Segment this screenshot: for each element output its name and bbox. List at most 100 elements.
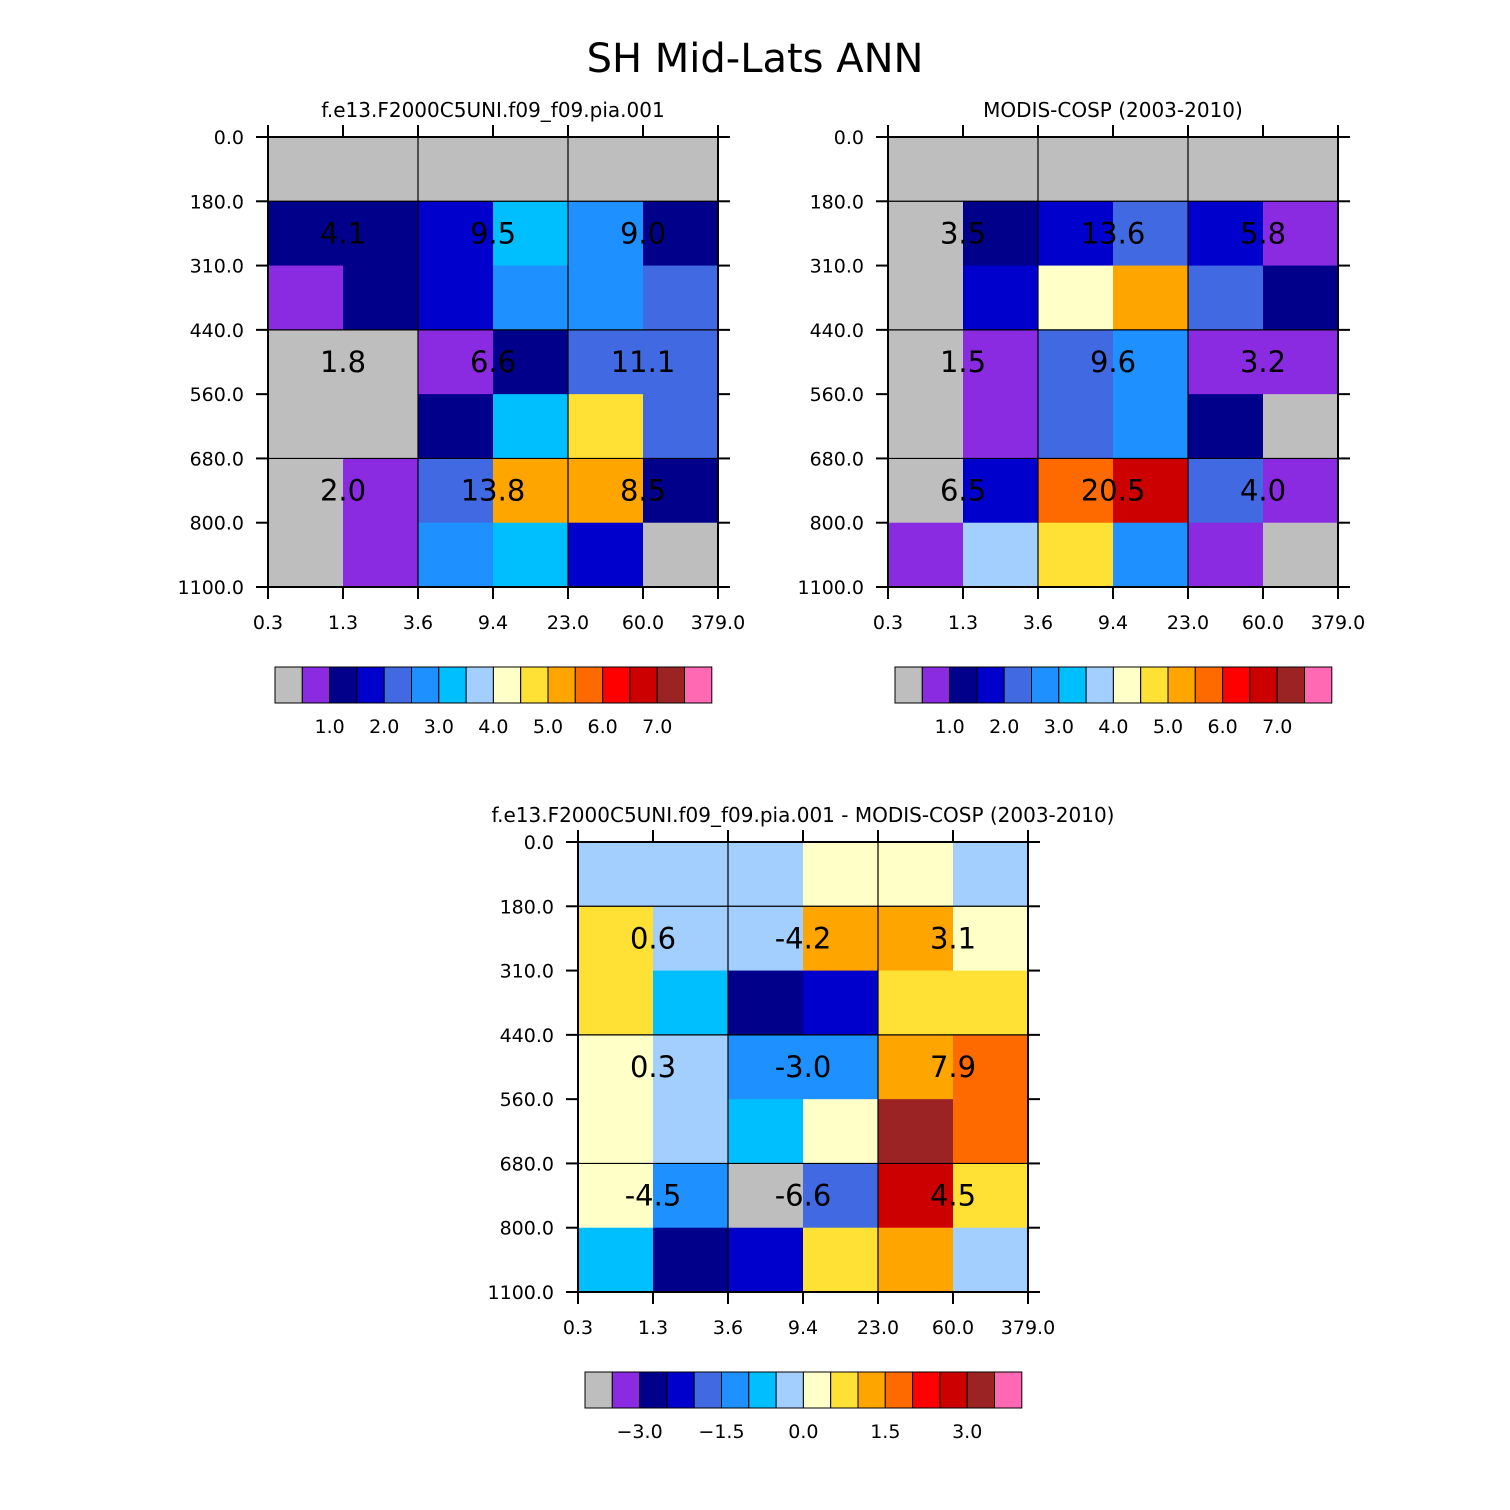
y-tick-label: 560.0 — [190, 384, 244, 406]
y-tick-label: 680.0 — [190, 448, 244, 470]
colorbar-box — [802, 1371, 832, 1409]
cell-value-label: -6.6 — [775, 1179, 832, 1213]
colorbar-label: 2.0 — [369, 716, 399, 738]
heatmap-cell — [653, 970, 729, 1036]
heatmap-cell — [953, 970, 1029, 1036]
colorbar-box — [721, 1371, 750, 1409]
heatmap-cell — [963, 201, 1039, 267]
heatmap-cell — [343, 137, 419, 202]
colorbar-label: 1.0 — [314, 716, 344, 738]
heatmap-cell — [1113, 137, 1189, 202]
heatmap-cell — [493, 394, 569, 459]
colorbar-box — [1276, 666, 1305, 704]
heatmap-cell — [728, 906, 804, 972]
colorbar-label: 3.0 — [952, 1421, 982, 1443]
y-tick-label: 800.0 — [810, 513, 864, 535]
heatmap-cell — [963, 329, 1039, 395]
heatmap-cell — [1263, 522, 1339, 588]
heatmap-cell — [728, 1227, 804, 1293]
y-tick-label: 800.0 — [190, 513, 244, 535]
heatmap-cell — [418, 394, 494, 459]
heatmap-cell — [1263, 394, 1339, 459]
heatmap-cell — [643, 522, 719, 588]
heatmap-cell — [1038, 137, 1114, 202]
heatmap-cell — [1113, 394, 1189, 459]
heatmap-cell — [653, 1163, 729, 1229]
observation-panel: MODIS-COSP (2003-2010) 3.5 13.6 5.8 1.5 9.6 3.… — [798, 98, 1366, 738]
heatmap-cell — [1038, 265, 1114, 331]
colorbar-box — [939, 1371, 968, 1409]
heatmap-cell — [643, 458, 719, 524]
colorbar-box — [830, 1371, 859, 1409]
y-tick-label: 680.0 — [810, 448, 864, 470]
colorbar-box — [949, 666, 978, 704]
colorbar-box — [301, 666, 331, 704]
x-tick-label: 0.3 — [563, 1317, 593, 1339]
heatmap-cell — [568, 137, 644, 202]
cell-value-label: 7.9 — [930, 1050, 976, 1084]
cell-value-label: 3.2 — [1240, 345, 1286, 379]
heatmap-cell — [803, 1227, 879, 1293]
colorbar-box — [684, 666, 713, 704]
heatmap-cell — [578, 1163, 654, 1229]
colorbar-box — [1085, 666, 1114, 704]
heatmap-cell — [578, 1099, 654, 1164]
x-tick-label: 1.3 — [638, 1317, 668, 1339]
x-tick-label: 1.3 — [948, 612, 978, 634]
cell-value-label: 0.6 — [630, 921, 676, 955]
colorbar-label: 6.0 — [1207, 716, 1237, 738]
colorbar-box — [775, 1371, 804, 1409]
cell-value-label: 4.0 — [1240, 474, 1286, 508]
heatmap-cell — [568, 522, 644, 588]
x-tick-label: 60.0 — [1242, 612, 1284, 634]
heatmap-cell — [803, 1099, 879, 1164]
heatmap-cell — [578, 842, 654, 907]
colorbar-box — [611, 1371, 641, 1409]
heatmap-cell — [888, 265, 964, 331]
heatmap-cell — [578, 906, 654, 972]
heatmap-cell — [803, 842, 879, 907]
heatmap-cell — [878, 1227, 954, 1293]
heatmap-cell — [888, 137, 964, 202]
heatmap-cell — [493, 522, 569, 588]
heatmap-cell — [878, 1034, 954, 1100]
heatmap-cell — [268, 201, 344, 267]
heatmap-cell — [643, 265, 719, 331]
heatmap-cell — [343, 394, 419, 459]
colorbar-label: 6.0 — [587, 716, 617, 738]
cell-value-label: -4.5 — [625, 1179, 682, 1213]
colorbar-box — [584, 1371, 613, 1409]
heatmap-cell — [953, 1163, 1029, 1229]
x-tick-label: 3.6 — [713, 1317, 743, 1339]
cell-value-label: 20.5 — [1081, 474, 1146, 508]
y-tick-label: 0.0 — [834, 127, 864, 149]
cell-value-label: 9.6 — [1090, 345, 1136, 379]
cell-value-label: 13.6 — [1081, 216, 1146, 250]
colorbar-label: 1.0 — [934, 716, 964, 738]
heatmap-cell — [643, 394, 719, 459]
cell-value-label: 9.0 — [620, 216, 666, 250]
colorbar-label: 4.0 — [1098, 716, 1128, 738]
heatmap-cell — [1038, 458, 1114, 524]
x-tick-label: 23.0 — [547, 612, 589, 634]
heatmap-cell — [653, 1034, 729, 1100]
cell-value-label: 6.5 — [940, 474, 986, 508]
colorbar-box — [1031, 666, 1060, 704]
colorbar-box — [1194, 666, 1224, 704]
heatmap-cell — [953, 1099, 1029, 1164]
heatmap-cell — [1263, 201, 1339, 267]
y-tick-label: 180.0 — [190, 191, 244, 213]
heatmap-cell — [1263, 458, 1339, 524]
heatmap-cell — [568, 265, 644, 331]
heatmap-cell — [493, 201, 569, 267]
heatmap-cell — [878, 842, 954, 907]
heatmap-cell — [418, 137, 494, 202]
cell-value-label: 8.5 — [620, 474, 666, 508]
difference-panel: f.e13.F2000C5UNI.f09_f09.pia.001 - MODIS… — [488, 803, 1115, 1443]
x-tick-label: 9.4 — [478, 612, 508, 634]
heatmap-cell — [568, 458, 644, 524]
heatmap-cell — [803, 970, 879, 1036]
heatmap-cell — [953, 842, 1029, 907]
x-tick-label: 3.6 — [1023, 612, 1053, 634]
